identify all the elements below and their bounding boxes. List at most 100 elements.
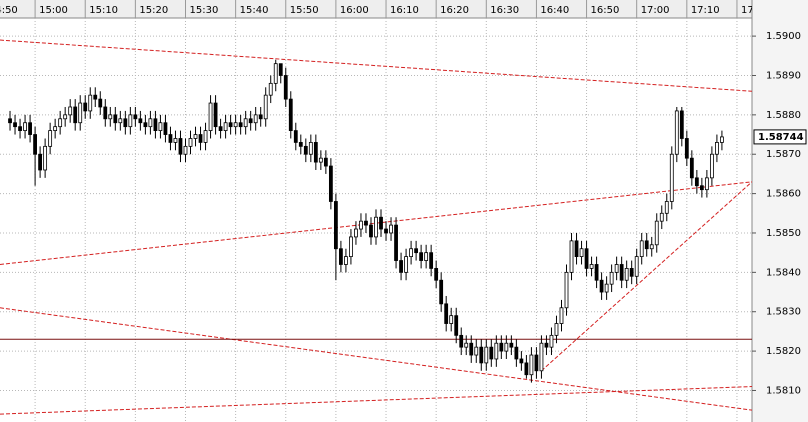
- candle-body: [193, 134, 198, 139]
- candle-body: [619, 264, 624, 281]
- candle-body: [624, 268, 629, 281]
- candle-body: [143, 122, 148, 128]
- x-tick-label: 15:40: [240, 5, 269, 16]
- candle-body: [374, 216, 378, 238]
- y-tick-label: 1.5870: [766, 149, 801, 160]
- candle-body: [689, 157, 694, 179]
- candle-body: [709, 153, 714, 179]
- price-label-box: [753, 129, 807, 145]
- candle-body: [288, 98, 293, 132]
- candle-body: [519, 358, 524, 364]
- candle-body: [379, 216, 383, 230]
- y-tick-label: 1.5830: [766, 307, 801, 318]
- candle-body: [549, 334, 554, 348]
- candle-body: [313, 142, 318, 163]
- candle-body: [474, 346, 479, 356]
- candle-body: [409, 248, 413, 258]
- x-tick-label: 16:20: [440, 5, 469, 16]
- candle-body: [203, 130, 208, 143]
- candle-body: [113, 114, 118, 124]
- candle-body: [63, 114, 68, 120]
- candle-body: [389, 224, 393, 234]
- candle-body: [183, 145, 188, 155]
- candle-body: [138, 118, 143, 124]
- candle-body: [293, 130, 298, 143]
- candle-body: [629, 268, 634, 277]
- candle-body: [38, 153, 43, 171]
- x-tick-label: 16:10: [390, 5, 419, 16]
- candle-body: [238, 122, 243, 128]
- candle-body: [308, 142, 313, 155]
- candle-body: [720, 136, 724, 143]
- candle-body: [83, 102, 88, 112]
- y-tick-label: 1.5890: [766, 70, 801, 81]
- candle-body: [564, 271, 569, 309]
- candle-body: [298, 142, 303, 147]
- candle-body: [243, 118, 248, 128]
- candle-body: [644, 240, 649, 250]
- candle-body: [604, 283, 609, 293]
- candle-body: [569, 240, 574, 273]
- candle-body: [43, 145, 48, 171]
- candle-body: [529, 354, 534, 376]
- candle-body: [268, 82, 273, 96]
- candle-body: [429, 252, 434, 269]
- candle-body: [444, 303, 449, 324]
- last-price-label: 1.58744: [758, 132, 804, 143]
- time-axis-band: [0, 0, 752, 18]
- candle-body: [208, 102, 213, 132]
- candle-body: [258, 114, 263, 120]
- candle-body: [53, 126, 58, 132]
- candle-body: [654, 220, 659, 246]
- candle-body: [359, 220, 363, 230]
- y-tick-label: 1.5860: [766, 189, 801, 200]
- candle-body: [649, 244, 654, 250]
- candle-body: [73, 106, 78, 124]
- x-tick-label: 14:50: [0, 5, 18, 16]
- candle-body: [349, 236, 353, 258]
- x-tick-label: 16:00: [340, 5, 369, 16]
- candle-body: [369, 224, 373, 238]
- candle-body: [283, 75, 288, 100]
- candle-body: [574, 240, 579, 258]
- candle-body: [684, 138, 689, 159]
- candle-body: [579, 248, 584, 258]
- candle-body: [524, 362, 529, 376]
- candle-body: [599, 279, 604, 293]
- trendline: [0, 307, 752, 411]
- trendline: [541, 181, 752, 372]
- candle-body: [454, 315, 459, 336]
- price-axis-band: [752, 0, 808, 422]
- trendline: [0, 386, 752, 415]
- x-tick-label: 17:10: [691, 5, 720, 16]
- x-tick-label: 15:20: [139, 5, 168, 16]
- candle-body: [233, 122, 238, 128]
- candle-body: [594, 264, 599, 281]
- x-tick-label: 17:00: [641, 5, 670, 16]
- candle-body: [489, 346, 494, 360]
- candle-body: [354, 228, 358, 238]
- candle-body: [28, 122, 32, 135]
- candle-body: [559, 307, 564, 324]
- candle-body: [664, 201, 669, 214]
- candle-body: [609, 271, 614, 285]
- candle-body: [223, 122, 228, 132]
- candle-body: [449, 315, 454, 324]
- candle-body: [669, 153, 674, 202]
- candle-body: [128, 114, 133, 128]
- candle-body: [634, 256, 639, 277]
- candle-body: [333, 201, 338, 250]
- candle-body: [404, 256, 408, 273]
- candle-body: [93, 94, 98, 100]
- x-tick-label: 15:50: [290, 5, 319, 16]
- candle-body: [344, 256, 348, 265]
- candle-body: [163, 122, 168, 135]
- x-tick-label: 15:00: [39, 5, 68, 16]
- candle-body: [318, 157, 323, 163]
- candle-body: [263, 94, 268, 120]
- candle-body: [188, 138, 193, 147]
- candle-body: [18, 126, 22, 132]
- candle-body: [153, 118, 158, 132]
- x-tick-label: 15:10: [89, 5, 118, 16]
